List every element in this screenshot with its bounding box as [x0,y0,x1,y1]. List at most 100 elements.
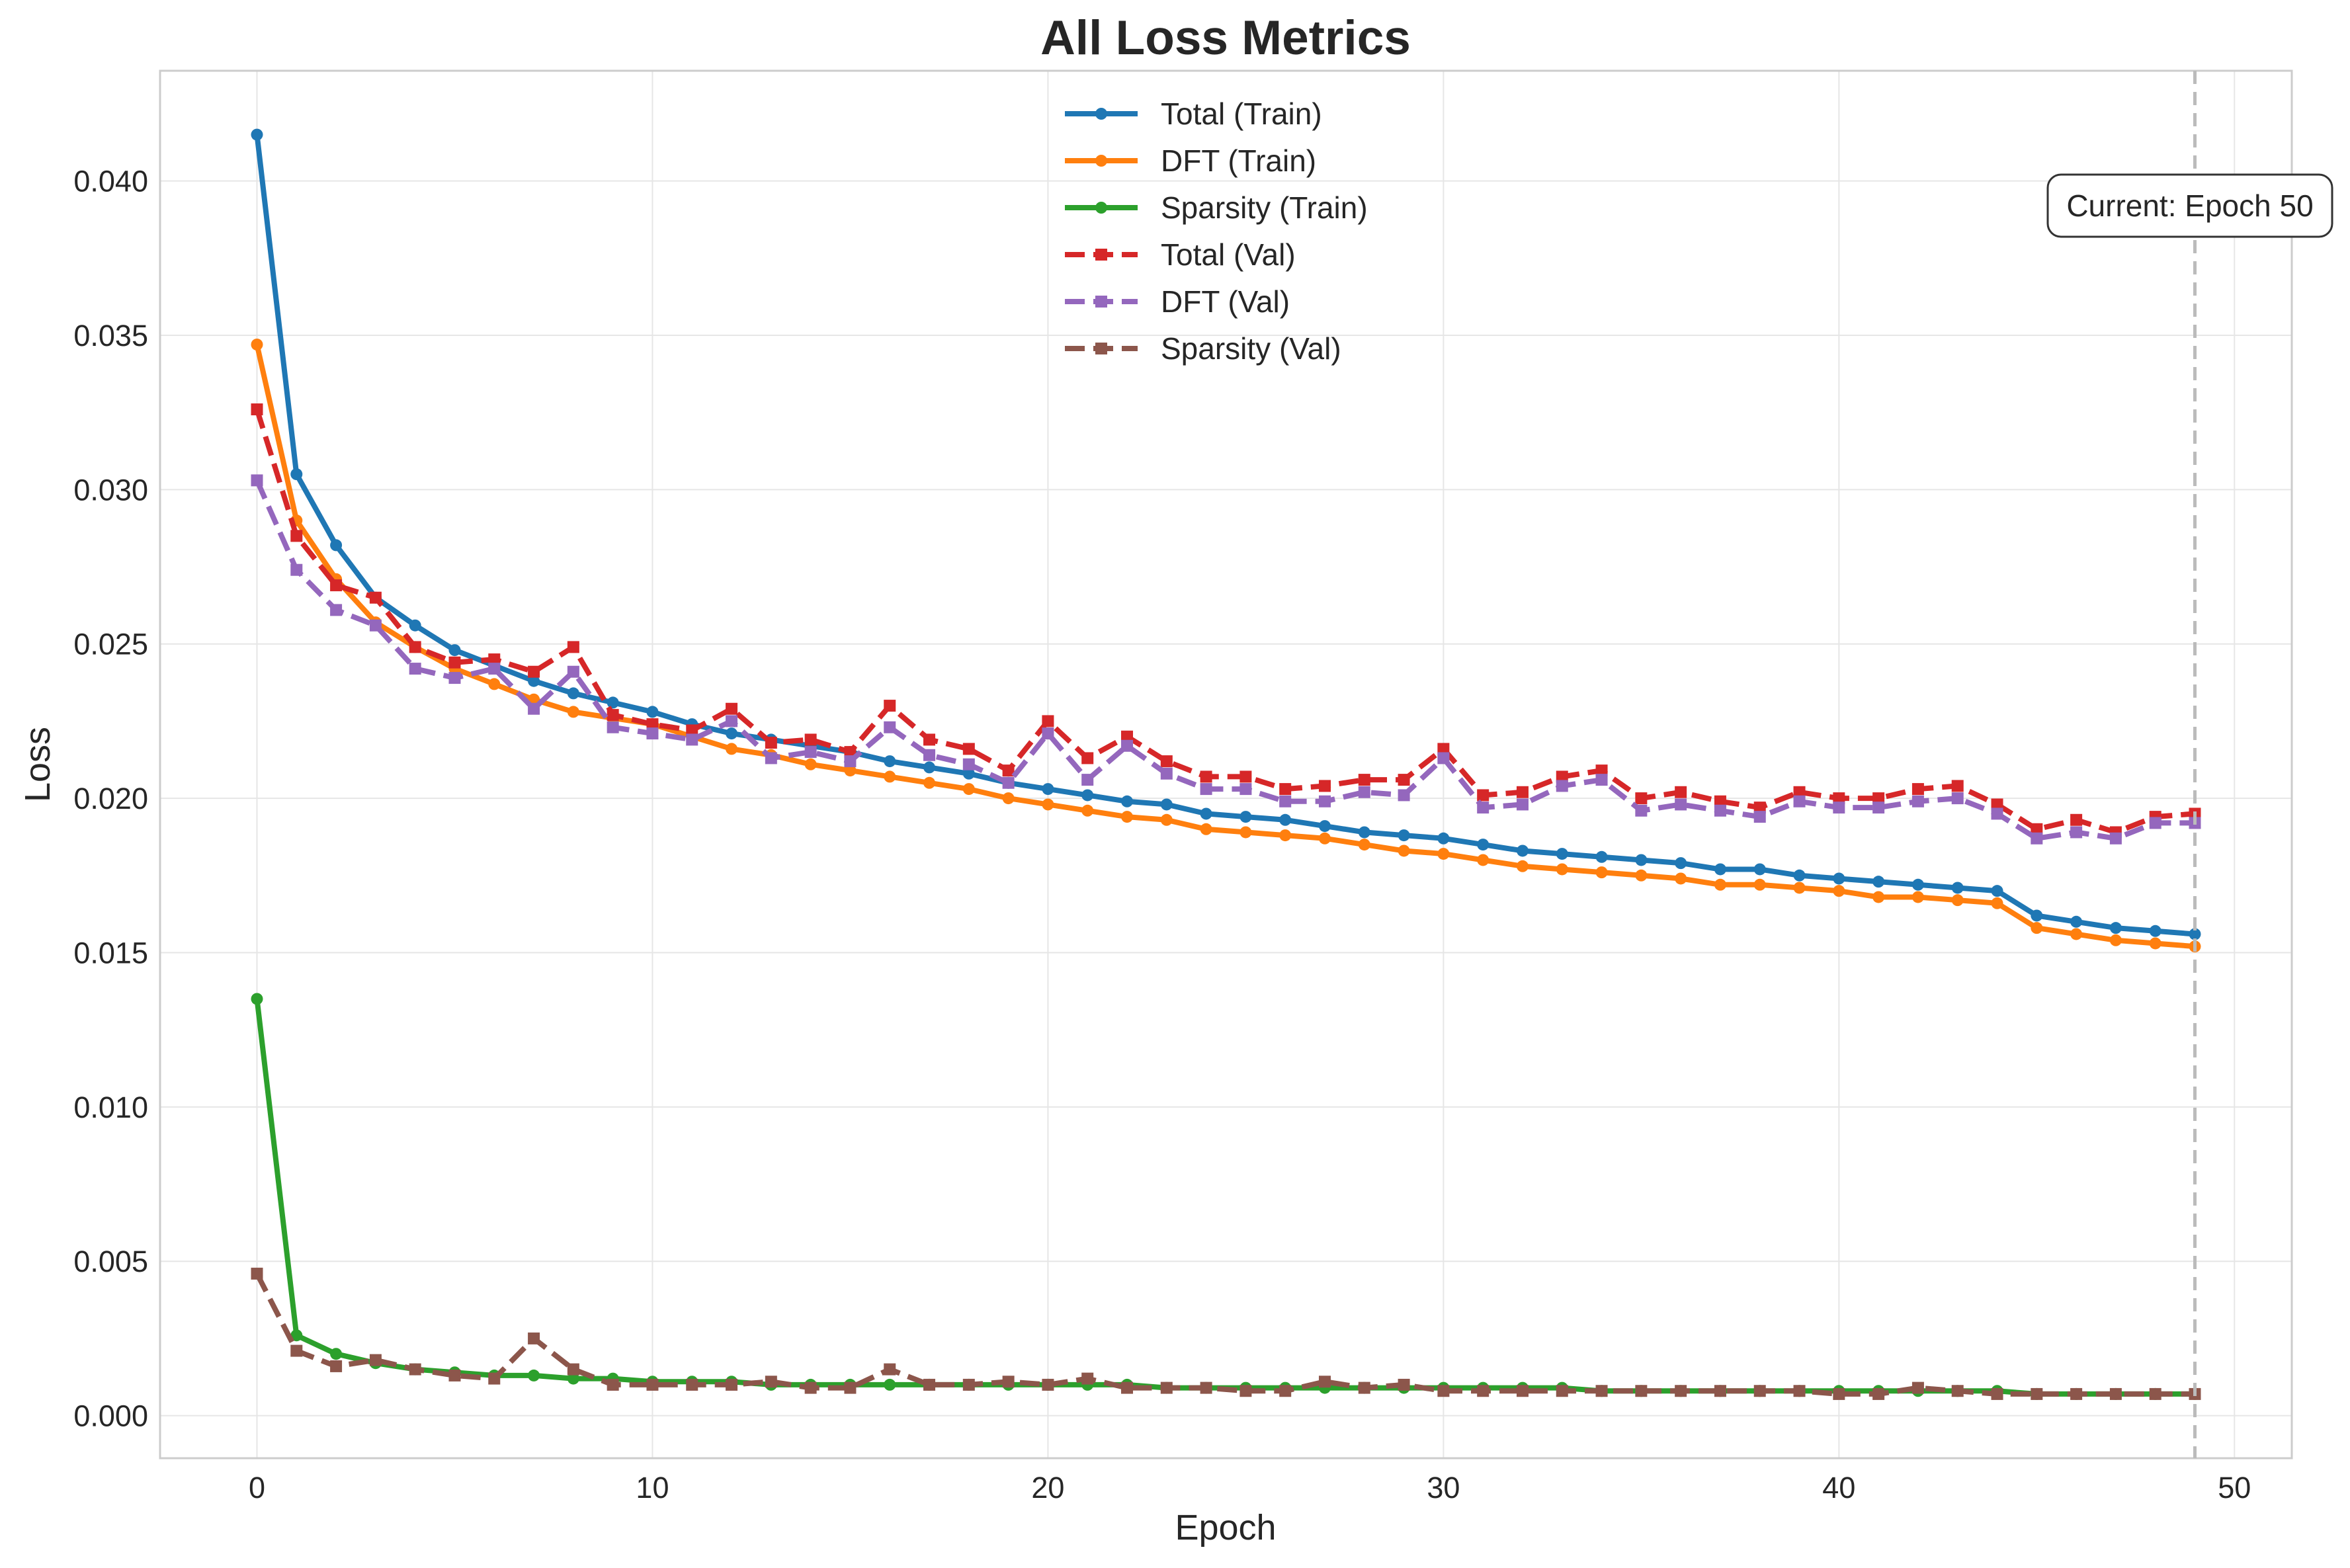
data-point [369,619,382,632]
data-point [1477,839,1490,851]
data-point [962,783,975,796]
data-point [1714,795,1726,807]
data-point [330,604,343,616]
data-point [2109,934,2122,946]
tick-labels: 0 10 20 30 40 50 0.000 0.005 0.010 0.015 0.020 0.02… [73,165,2251,1505]
data-point [1398,845,1410,857]
data-point [1081,804,1094,817]
data-point [844,764,857,777]
data-point [884,770,896,783]
data-point [1595,866,1608,879]
data-point [2070,813,2083,826]
data-point [1398,789,1410,802]
data-point [1279,829,1292,842]
legend-label: Total (Val) [1161,237,1296,272]
data-point [804,1382,817,1394]
y-tick-label: 0.000 [73,1399,148,1433]
data-point [2070,928,2083,940]
data-point [962,758,975,770]
data-point [646,1378,659,1391]
data-point [804,758,817,770]
data-point [251,993,263,1005]
data-point [765,737,777,749]
data-point [844,755,857,768]
data-point [528,1369,540,1382]
chart-title: All Loss Metrics [1040,11,1411,65]
data-point [1318,1376,1331,1388]
data-point [1911,795,1924,807]
grid [160,71,2292,1458]
data-point [567,687,579,700]
data-point [1833,792,1845,805]
data-point [567,1363,579,1376]
data-point [1358,826,1370,839]
data-point [1714,863,1726,876]
data-point [844,746,857,759]
plot-frame [159,69,2293,1460]
data-point [290,468,303,481]
data-point [1595,764,1608,777]
data-point [646,727,659,740]
data-point [1002,776,1015,789]
data-point [1595,1385,1608,1397]
data-point [1279,1385,1292,1397]
data-point [1991,798,2003,811]
legend-marker [1095,108,1107,120]
data-point [1556,1385,1568,1397]
series-sparsity-val [251,1267,2201,1400]
data-point [448,672,461,684]
data-point [1042,715,1054,727]
data-point [488,1372,501,1385]
legend-label: DFT (Val) [1161,284,1290,319]
data-point [1081,1372,1094,1385]
data-point [686,724,698,737]
data-point [923,733,936,746]
data-point [1477,802,1490,814]
data-point [251,338,263,351]
data-point [607,1378,619,1391]
data-point [528,675,540,687]
data-point [2070,826,2083,839]
data-point [1042,727,1054,740]
y-tick-label: 0.010 [73,1091,148,1124]
data-point [1556,848,1568,860]
data-point [1516,845,1529,857]
data-point [1675,786,1687,798]
data-point [607,709,619,722]
data-point [1477,1385,1490,1397]
data-point [2070,915,2083,928]
data-point [330,579,343,592]
data-point [923,761,936,774]
legend-item-dft-val: DFT (Val) [1065,284,1290,319]
data-point [1279,783,1292,796]
data-point [1951,894,1964,907]
data-point [607,721,619,733]
data-point [923,776,936,789]
data-point [1911,878,1924,891]
data-point [330,539,343,552]
data-point [251,474,263,487]
data-point [1160,767,1173,780]
data-point [567,641,579,653]
data-point [804,733,817,746]
y-tick-label: 0.015 [73,936,148,970]
data-point [1714,1385,1726,1397]
data-point [1872,802,1885,814]
legend-item-total-train: Total (Train) [1065,97,1322,131]
data-point [1358,786,1370,798]
data-point [567,706,579,718]
data-point [726,715,738,727]
legend-marker [1095,343,1107,354]
data-point [2070,1387,2083,1400]
data-point [765,752,777,764]
x-tick-label: 50 [2218,1471,2251,1505]
data-point [607,696,619,709]
data-point [1872,876,1885,888]
y-tick-label: 0.030 [73,473,148,507]
data-point [567,1372,579,1385]
data-point [1200,783,1212,796]
data-point [2031,823,2043,835]
legend-label: DFT (Train) [1161,144,1316,178]
data-point [962,1378,975,1391]
